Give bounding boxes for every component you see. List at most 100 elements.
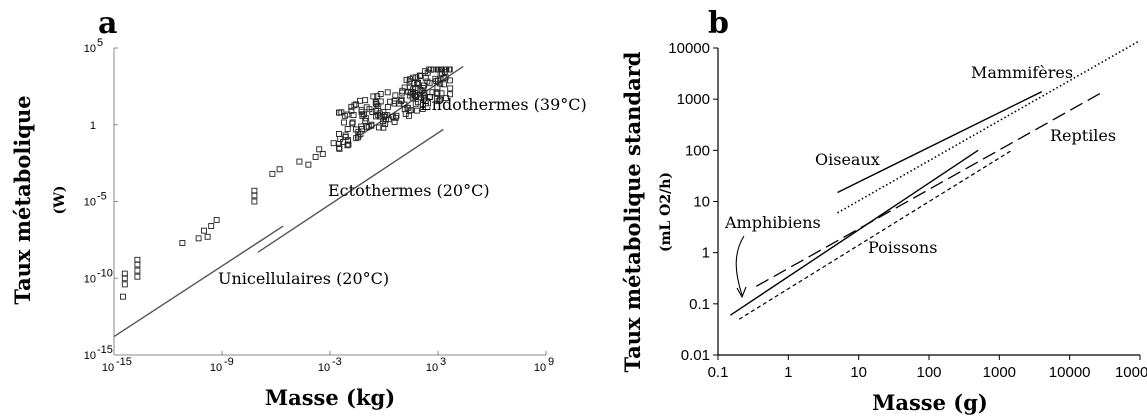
series-line-oiseaux xyxy=(837,91,1042,194)
panel-a-xtick-exponent: 3 xyxy=(440,356,446,368)
panel-a-data-point xyxy=(413,107,420,114)
panel-a-data-point xyxy=(392,114,399,121)
panel-b-ylabel-unit: (mL O2/h) xyxy=(658,172,674,252)
panel-a-data-point xyxy=(344,126,351,132)
panel-b-xtick-label: 10 xyxy=(850,364,867,381)
panel-a-data-point xyxy=(433,95,440,102)
panel-a-ytick-label: 10 xyxy=(84,350,96,362)
panel-a-data-point xyxy=(412,93,419,99)
panel-a-data-point xyxy=(414,80,421,87)
panel-a-data-point xyxy=(337,135,344,142)
panel-a-xlabel: Masse (kg) xyxy=(265,385,395,410)
panel-b-xtick-label: 1 xyxy=(784,364,792,381)
panel-a-data-point xyxy=(442,74,449,81)
panel-b-xlabel: Masse (g) xyxy=(872,390,988,415)
annotation-poissons: Poissons xyxy=(868,238,937,257)
panel-a-data-point xyxy=(421,82,427,89)
panel-a-data-point xyxy=(373,101,380,108)
panel-a-data-point xyxy=(422,68,429,75)
amphibiens-arrow xyxy=(735,235,745,296)
panel-a-data-point xyxy=(349,120,356,127)
panel-a-data-point xyxy=(419,106,426,112)
series-line-amphibiens xyxy=(729,149,979,316)
panel-a-data-point xyxy=(440,81,447,88)
panel-a-ylabel: Taux métabolique xyxy=(10,95,35,304)
panel-a-ytick-exponent: -5 xyxy=(97,191,107,203)
annotation-unicellulaires: Unicellulaires (20°C) xyxy=(218,269,389,288)
panel-a-ytick-label: 10 xyxy=(84,197,96,209)
panel-a-data-point xyxy=(403,76,410,83)
panel-b-ticks: 0.11101001000100001000000.010.1110100100… xyxy=(668,40,1147,381)
annotation-mammiferes: Mammifères xyxy=(971,63,1073,82)
panel-a-data-point xyxy=(411,80,418,87)
panel-a-regression-line xyxy=(113,225,284,338)
panel-a-lines xyxy=(113,65,464,338)
annotation-oiseaux: Oiseaux xyxy=(815,150,880,169)
panel-a-data-point xyxy=(440,75,447,81)
panel-a-data-point xyxy=(370,93,377,100)
panel-a-data-point xyxy=(408,107,414,114)
annotation-reptiles: Reptiles xyxy=(1050,126,1116,145)
panel-a-data-point xyxy=(195,235,202,242)
panel-a-data-point xyxy=(433,89,440,96)
panel-letter-a: a xyxy=(98,6,117,41)
panel-b-ytick-label: 100 xyxy=(685,142,710,159)
panel-a-data-point xyxy=(424,78,431,85)
panel-a-data-point xyxy=(380,124,387,131)
panel-b-xtick-label: 10000 xyxy=(1049,364,1091,381)
panel-a-data-point xyxy=(443,95,449,102)
panel-b-ytick-label: 10000 xyxy=(668,40,710,57)
panel-a-data-point xyxy=(366,106,373,113)
panel-a-data-point xyxy=(342,133,349,140)
panel-b-ytick-label: 0.01 xyxy=(681,347,710,364)
panel-a-xtick-label: 10 xyxy=(102,362,114,374)
panel-a-data-point xyxy=(134,273,141,280)
panel-a-data-point xyxy=(204,233,211,240)
panel-a-data-point xyxy=(349,119,356,126)
panel-a-regression-line xyxy=(257,128,444,253)
panel-a-data-point xyxy=(319,150,326,157)
panel-a-data-point xyxy=(364,124,370,131)
panel-a-data-point xyxy=(402,111,409,117)
panel-a-data-point xyxy=(399,89,406,96)
panel-a-data-point xyxy=(433,78,440,85)
panel-a-ytick-exponent: -10 xyxy=(97,267,113,279)
panel-b-ytick-label: 0.1 xyxy=(689,296,710,313)
panel-a-data-point xyxy=(344,142,351,149)
amphibiens-arrowhead xyxy=(736,286,747,299)
panel-a-data-point xyxy=(375,124,382,131)
panel-a-data-point xyxy=(419,101,426,108)
panel-a-data-point xyxy=(351,102,358,109)
panel-a-data-point xyxy=(355,134,361,141)
panel-a-data-point xyxy=(121,281,128,288)
panel-a-ytick-exponent: 5 xyxy=(97,37,103,49)
panel-a-data-point xyxy=(417,72,424,79)
series-line-poissons xyxy=(738,149,1013,320)
panel-a-data-point xyxy=(345,141,352,148)
panel-b-ylabel: Taux métabolique standard xyxy=(620,51,645,372)
panel-a-data-point xyxy=(437,96,444,103)
panel-a-data-point xyxy=(426,94,433,101)
panel-a-data-point xyxy=(134,267,141,274)
panel-a-data-point xyxy=(392,92,399,99)
panel-b-xtick-label: 100 xyxy=(916,364,941,381)
panel-a-data-point xyxy=(201,227,207,234)
panel-a-data-point xyxy=(441,68,448,75)
panel-a-data-point xyxy=(208,223,215,230)
panel-a-data-point xyxy=(391,100,398,107)
panel-a-data-point xyxy=(251,198,258,205)
panel-a-ytick-label: 10 xyxy=(84,273,96,285)
panel-b-axes xyxy=(717,48,1140,356)
panel-a-data-point xyxy=(269,170,276,177)
panel-a-data-point xyxy=(361,111,368,118)
panel-a-data-point xyxy=(362,97,369,104)
panel-a-data-point xyxy=(374,93,381,100)
panel-a-data-point xyxy=(384,89,391,96)
panel-a-data-point xyxy=(382,112,389,119)
panel-a-data-point xyxy=(430,66,437,73)
annotation-amphibiens: Amphibiens xyxy=(724,213,821,232)
panel-a-xtick-label: 10 xyxy=(534,362,546,374)
panel-a-data-point xyxy=(434,84,441,91)
